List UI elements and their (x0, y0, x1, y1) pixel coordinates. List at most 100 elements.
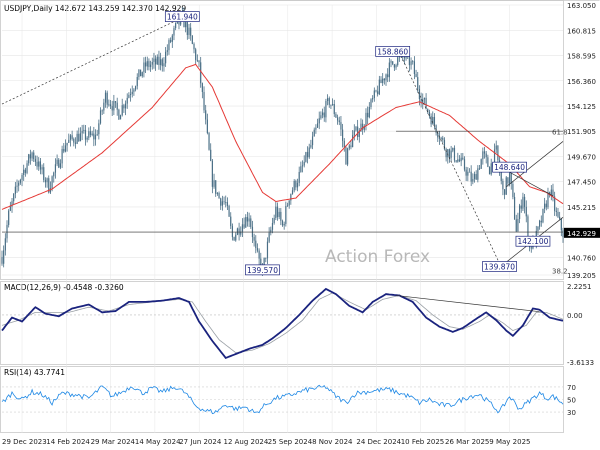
candle-body (48, 178, 50, 193)
candle-body (507, 177, 509, 184)
candle-body (300, 166, 302, 172)
candle-body (412, 61, 414, 63)
candle-body (522, 196, 524, 209)
candle-body (143, 62, 145, 73)
candle-body (79, 133, 82, 142)
candle-body (293, 180, 295, 191)
candle-body (290, 194, 292, 201)
candle-body (253, 237, 255, 241)
candle-body (139, 69, 142, 77)
candle-body (363, 126, 365, 130)
candle-body (375, 90, 377, 92)
candle-body (136, 77, 138, 87)
candle-body (348, 145, 350, 149)
candle-body (336, 117, 339, 121)
price-label-box (375, 46, 411, 57)
candle-body (325, 101, 327, 118)
candle-body (151, 61, 153, 65)
candle-body (243, 224, 245, 228)
x-tick-label: 26 Mar 2025 (445, 438, 489, 446)
candle-body (205, 110, 207, 120)
candle-body (200, 62, 202, 84)
candle-body (41, 167, 43, 170)
candle-body (452, 147, 454, 151)
candle-body (223, 201, 225, 203)
y-tick-label: 149.670 (567, 154, 596, 162)
candle-body (46, 178, 48, 183)
candle-body (56, 159, 58, 165)
candle-body (560, 218, 562, 231)
candle-body (326, 98, 329, 102)
candle-body (465, 169, 467, 176)
candle-body (103, 102, 105, 111)
candle-body (295, 180, 297, 188)
candle-body (61, 149, 63, 164)
candle-body (155, 58, 157, 65)
candle-body (372, 98, 374, 100)
candle-body (211, 160, 213, 187)
candle-body (201, 83, 203, 93)
candle-body (146, 61, 148, 67)
candle-body (505, 177, 507, 195)
panel-frame-2 (0, 366, 564, 433)
candle-body (330, 104, 332, 106)
candle-body (283, 223, 285, 226)
candle-body (433, 116, 436, 126)
candle-body (510, 173, 512, 184)
candle-body (477, 168, 479, 180)
candle-body (4, 238, 6, 251)
candle-body (537, 226, 539, 231)
macd-title: MACD(12,26,9) -0.4548 -0.3260 (4, 283, 124, 292)
candle-body (473, 174, 476, 179)
candle-body (316, 123, 319, 128)
price-label: 158.860 (377, 47, 408, 56)
candle-body (231, 226, 234, 238)
candle-body (68, 139, 70, 143)
candle-body (430, 116, 432, 125)
candle-body (470, 171, 472, 182)
candle-body (281, 220, 284, 226)
y-tick-label: 139.205 (567, 272, 596, 280)
candle-body (196, 59, 198, 61)
candle-body (493, 149, 496, 167)
x-tick-label: 29 Dec 2023 (2, 438, 47, 446)
candle-body (36, 161, 38, 167)
candle-body (275, 206, 277, 219)
price-label: 139.870 (484, 262, 515, 271)
candle-body (502, 180, 504, 190)
candle-body (8, 210, 10, 225)
candle-body (458, 159, 461, 162)
candle-body (213, 180, 215, 187)
candle-body (208, 133, 210, 150)
macd-signal-line (1, 292, 564, 354)
candle-body (358, 131, 360, 137)
panel-frame-0 (0, 0, 564, 280)
candle-body (193, 43, 195, 50)
candle-body (387, 74, 389, 78)
candle-body (131, 91, 133, 95)
candle-body (539, 220, 541, 227)
candle-body (248, 218, 250, 222)
candle-body (306, 152, 309, 158)
candle-body (527, 216, 529, 241)
candle-body (313, 129, 315, 137)
x-tick-label: 12 Aug 2024 (224, 438, 269, 446)
price-label-box (515, 235, 551, 247)
candle-body (408, 52, 410, 66)
y-tick-label: 151.905 (567, 128, 596, 136)
candle-body (215, 180, 217, 194)
candle-body (88, 131, 90, 138)
macd-tick-label: 0.00 (567, 312, 583, 320)
candle-body (485, 153, 487, 158)
candle-body (173, 28, 175, 36)
candle-body (31, 152, 33, 159)
candle-body (93, 133, 95, 140)
candle-body (11, 201, 13, 207)
candle-body (6, 224, 8, 239)
candle-body (203, 92, 205, 111)
candle-body (188, 27, 190, 35)
candle-body (76, 133, 78, 144)
candle-body (427, 108, 429, 112)
candle-body (230, 216, 232, 227)
candle-body (467, 171, 469, 176)
